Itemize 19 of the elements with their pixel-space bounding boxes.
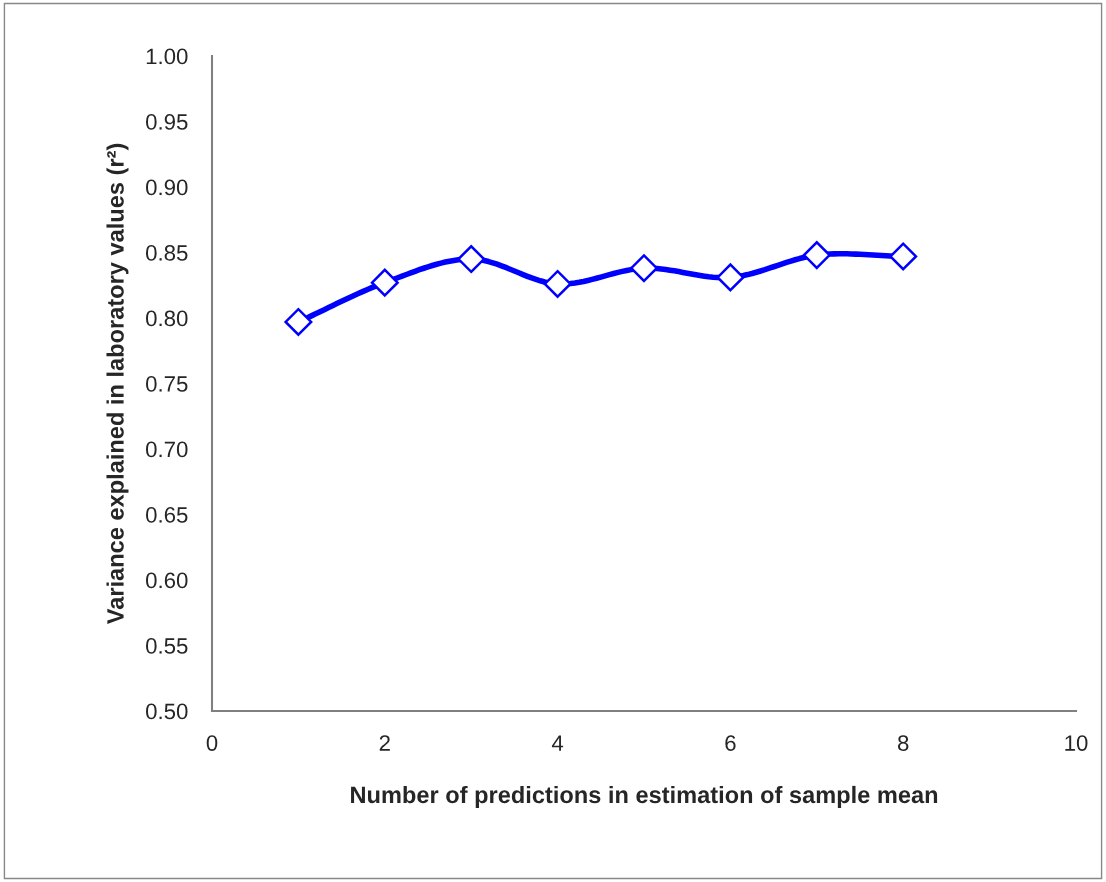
y-tick-label: 0.50 bbox=[146, 703, 188, 720]
x-tick-label: 2 bbox=[379, 735, 390, 751]
y-tick-label: 0.60 bbox=[146, 572, 188, 589]
x-tick-label: 6 bbox=[725, 735, 736, 751]
y-tick-label: 0.85 bbox=[146, 245, 188, 261]
x-tick-label: 0 bbox=[206, 735, 218, 751]
y-tick-label: 0.80 bbox=[146, 310, 188, 327]
y-tick-label: 0.65 bbox=[146, 507, 188, 523]
x-tick-label: 8 bbox=[897, 735, 909, 751]
x-tick-label: 4 bbox=[551, 735, 564, 751]
y-tick-label: 0.75 bbox=[146, 376, 188, 392]
y-tick-label: 0.55 bbox=[146, 638, 188, 654]
y-tick-label: 0.90 bbox=[146, 179, 188, 196]
x-tick-label: 10 bbox=[1065, 735, 1088, 751]
y-axis-title: Variance explained in laboratory values (r²) bbox=[106, 143, 129, 625]
x-axis-title: Number of predictions in estimation of sample mean bbox=[351, 785, 938, 808]
y-tick-label: 1.00 bbox=[146, 48, 188, 65]
y-tick-label: 0.70 bbox=[146, 441, 188, 458]
y-tick-label: 0.95 bbox=[146, 114, 188, 130]
